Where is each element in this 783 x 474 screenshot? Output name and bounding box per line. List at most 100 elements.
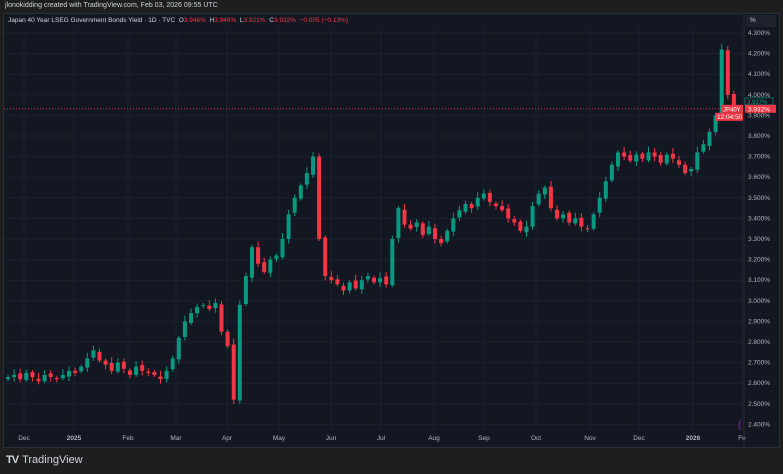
candle-body [384,276,389,285]
candle-body [103,360,108,365]
x-tick-label: 2025 [67,435,82,442]
candle-body [524,226,529,233]
candle-body [250,247,254,278]
candle-body [683,164,688,174]
y-tick-label: 2.900% [748,318,770,325]
candle-body [97,351,102,361]
candle-body [420,223,425,235]
candle-body [317,156,322,239]
candle-body [396,208,401,239]
candle-body [323,237,328,277]
candle-body [195,306,200,314]
y-tick-label: 4.300% [748,30,770,37]
candle-body [469,203,474,209]
candle-body [176,337,181,360]
candle-body [530,206,535,227]
candle-body [48,373,53,378]
prev-close-label: 3.937% [747,100,768,106]
candle-body [213,302,218,309]
candle-body [512,219,517,223]
candle-body [225,331,230,347]
y-tick-label: 2.700% [748,360,770,367]
candle-body [274,255,279,259]
candle-body [24,372,29,380]
candle-body [243,276,248,305]
candle-body [219,304,224,332]
y-tick-label: 3.400% [748,215,770,222]
close-label: C [269,17,274,24]
candle-body [109,363,114,371]
percent-scale-button[interactable]: % [746,15,776,27]
candle-body [60,374,65,379]
candle-body [347,282,352,291]
candle-body [390,239,395,286]
candle-body [634,154,639,162]
candle-body [353,280,358,289]
candle-body [475,197,480,207]
candle-body [628,154,633,161]
candle-body [481,193,486,199]
x-tick-label: Dec [18,435,30,442]
y-tick-label: 4.200% [748,51,770,58]
candle-body [372,277,376,283]
candle-body [170,358,175,370]
candle-body [609,164,614,181]
candle-body [237,304,242,401]
candle-body [158,376,163,380]
candle-body [292,197,297,213]
y-tick-label: 3.700% [748,154,770,161]
candle-body [561,214,566,219]
candle-body [500,206,505,211]
candle-body [689,168,694,172]
candle-body [567,212,572,223]
open-label: O [178,17,184,24]
candle-body [268,259,273,273]
candle-body [451,218,456,232]
candle-body [402,209,407,225]
chart-credit: jlonokidding created with TradingView.co… [5,2,218,9]
symbol-legend: Japan 40 Year LSEG Government Bonds Yiel… [8,17,348,24]
candle-body [713,115,718,132]
y-tick-label: 2.500% [748,401,770,408]
y-tick-label: 3.000% [748,298,770,305]
candle-body [12,374,17,378]
candle-body [591,214,596,229]
tradingview-logo-icon: TV [6,454,19,466]
candle-body [329,276,334,281]
x-tick-label: Oct [531,435,541,442]
x-tick-label: Jun [326,435,337,442]
footer: TV TradingView [6,454,83,466]
price-tag-value: 3.932% [748,106,770,113]
candle-body [262,262,267,272]
candle-body [85,358,90,368]
candle-body [506,208,511,219]
candle-body [36,378,41,382]
candle-body [536,193,541,205]
candle-body [73,370,78,373]
candle-body [341,285,346,291]
candle-body [6,377,10,380]
candle-body [30,372,35,378]
symbol-tag-label: JP40Y [723,107,741,113]
candle-body [670,153,675,159]
candle-body [622,152,627,157]
candle-body [280,239,285,258]
candle-body [439,239,444,244]
candle-body [182,321,187,338]
candle-body [719,49,724,114]
candle-body [365,276,370,280]
y-tick-label: 3.200% [748,257,770,264]
x-tick-label: Dec [633,435,645,442]
candle-body [658,154,663,163]
open-value: 3.946% [183,17,206,24]
low-value: 3.921% [243,17,266,24]
x-tick-label: 2026 [686,435,701,442]
close-value: 3.932% [273,17,296,24]
candle-body [115,362,120,372]
chart-panel[interactable] [3,13,780,448]
candle-body [231,344,236,400]
candle-body [518,221,523,231]
candle-body [555,209,559,219]
x-tick-label: Apr [222,435,233,442]
